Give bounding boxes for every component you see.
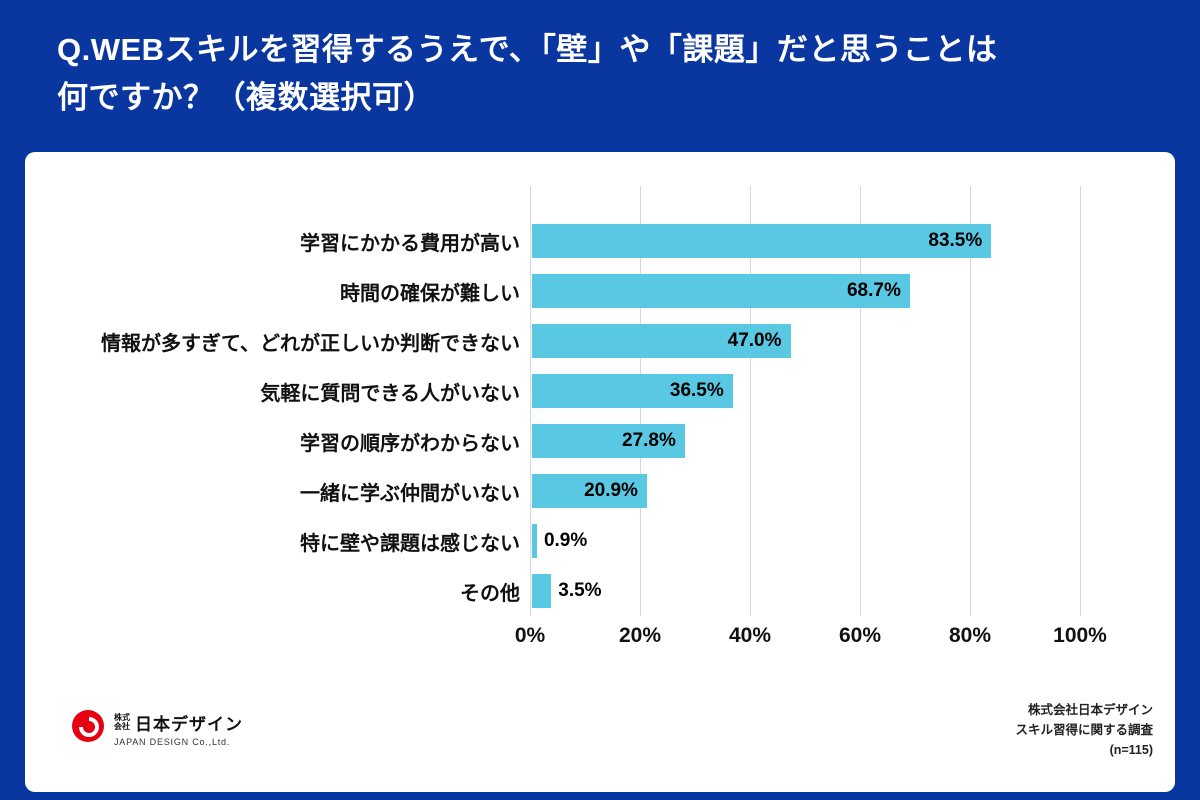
bar-value-label: 36.5% [669,380,724,401]
x-axis-tick: 100% [1053,624,1107,647]
logo-prefix: 株式会社 [114,712,130,731]
bar-track: 0.9% [532,524,1082,558]
bar-category-label: 学習にかかる費用が高い [300,232,520,255]
bar-category-label: その他 [460,582,520,605]
x-axis-tick: 0% [514,624,546,647]
bar: 27.8% [532,424,685,458]
bar [532,574,552,608]
bar-value-label: 47.0% [727,330,782,351]
bar-value-label: 20.9% [584,480,638,501]
source-line3: (n=115) [1109,743,1153,757]
bar-row: 学習にかかる費用が高い 83.5% [25,216,1175,266]
bar-track: 3.5% [532,574,1082,608]
bar-row: 気軽に質問できる人がいない 36.5% [25,366,1175,416]
bar-category-label: 一緒に学ぶ仲間がいない [300,482,520,505]
bar-category-label: 特に壁や課題は感じない [300,532,520,555]
grid-line [750,186,751,616]
grid-line [1080,186,1081,616]
bar-track: 83.5% [532,224,1082,258]
bar: 68.7% [532,274,910,308]
source-line2: スキル習得に関する調査 [1015,723,1153,737]
question-title-line1: Q.WEBスキルを習得するうえで、「壁」や「課題」だと思うことは [57,32,998,67]
bar-track: 36.5% [532,374,1082,408]
logo-text: 株式会社 日本デザイン JAPAN DESIGN Co.,Ltd. [114,710,243,747]
bar-category-label: 気軽に質問できる人がいない [260,382,520,405]
x-axis-tick: 20% [618,624,662,647]
bar-track: 47.0% [532,324,1082,358]
bar-row: 時間の確保が難しい 68.7% [25,266,1175,316]
bar-track: 68.7% [532,274,1082,308]
question-title-line2: 何ですか？（複数選択可） [57,80,435,116]
bar-row: 情報が多すぎて、どれが正しいか判断できない 47.0% [25,316,1175,366]
bar-value-label: 83.5% [928,230,983,251]
logo-subtitle: JAPAN DESIGN Co.,Ltd. [114,737,231,747]
japan-design-logo: 株式会社 日本デザイン JAPAN DESIGN Co.,Ltd. [70,708,243,749]
survey-source: 株式会社日本デザイン スキル習得に関する調査 (n=115) [1015,700,1153,760]
bar-value-label: 68.7% [846,280,901,301]
logo-mark-icon [70,708,106,749]
source-line1: 株式会社日本デザイン [1027,703,1153,717]
bar-track: 20.9% [532,474,1082,508]
bar-category-label: 学習の順序がわからない [300,432,520,455]
chart-rows: 学習にかかる費用が高い 83.5% 時間の確保が難しい 68.7% 情報が多すぎて、どれ… [25,216,1175,616]
bar-row: その他 3.5% [25,566,1175,616]
bar: 36.5% [532,374,733,408]
bar-row: 一緒に学ぶ仲間がいない 20.9% [25,466,1175,516]
bar-value-label: 27.8% [622,430,676,451]
x-axis: 0% 20% 40% 60% 80% 100% [515,624,1107,654]
x-axis-tick: 60% [838,624,882,647]
bar-category-label: 情報が多すぎて、どれが正しいか判断できない [101,332,520,355]
bar: 47.0% [532,324,791,358]
grid-line [970,186,971,616]
grid-line [530,186,531,616]
grid-line [860,186,861,616]
x-axis-tick: 80% [948,624,992,647]
bar-value-label: 0.9% [543,530,588,551]
bar [532,524,537,558]
bar: 83.5% [532,224,992,258]
bar-track: 27.8% [532,424,1082,458]
bar: 20.9% [532,474,647,508]
bar-row: 学習の順序がわからない 27.8% [25,416,1175,466]
logo-name: 日本デザイン [135,715,243,734]
bar-value-label: 3.5% [558,580,602,601]
bar-category-label: 時間の確保が難しい [340,282,520,305]
question-title: Q.WEBスキルを習得するうえで、「壁」や「課題」だと思うことは 何ですか？（複… [57,26,1160,122]
x-axis-tick: 40% [728,624,772,647]
bar-row: 特に壁や課題は感じない 0.9% [25,516,1175,566]
chart-card: 学習にかかる費用が高い 83.5% 時間の確保が難しい 68.7% 情報が多すぎて、どれ… [25,152,1175,792]
